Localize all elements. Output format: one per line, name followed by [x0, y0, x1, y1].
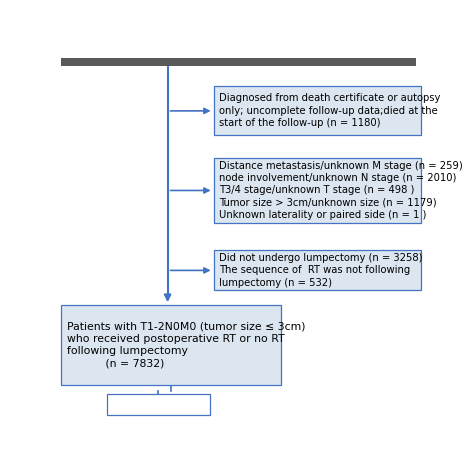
FancyBboxPatch shape [61, 58, 416, 66]
FancyBboxPatch shape [61, 305, 282, 385]
FancyBboxPatch shape [107, 394, 210, 415]
Text: Patients with T1-2N0M0 (tumor size ≤ 3cm)
who received postoperative RT or no RT: Patients with T1-2N0M0 (tumor size ≤ 3cm… [66, 322, 305, 369]
FancyBboxPatch shape [213, 158, 421, 223]
Text: Distance metastasis/unknown M stage (n = 259)
node involvement/unknown N stage (: Distance metastasis/unknown M stage (n =… [219, 161, 463, 220]
Text: Diagnosed from death certificate or autopsy
only; uncomplete follow-up data;died: Diagnosed from death certificate or auto… [219, 93, 440, 128]
Text: Did not undergo lumpectomy (n = 3258)
The sequence of  RT was not following
lump: Did not undergo lumpectomy (n = 3258) Th… [219, 253, 422, 288]
FancyBboxPatch shape [213, 250, 421, 291]
FancyBboxPatch shape [213, 86, 421, 136]
